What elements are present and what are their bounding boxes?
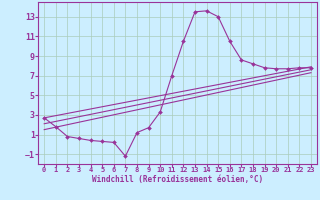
- X-axis label: Windchill (Refroidissement éolien,°C): Windchill (Refroidissement éolien,°C): [92, 175, 263, 184]
